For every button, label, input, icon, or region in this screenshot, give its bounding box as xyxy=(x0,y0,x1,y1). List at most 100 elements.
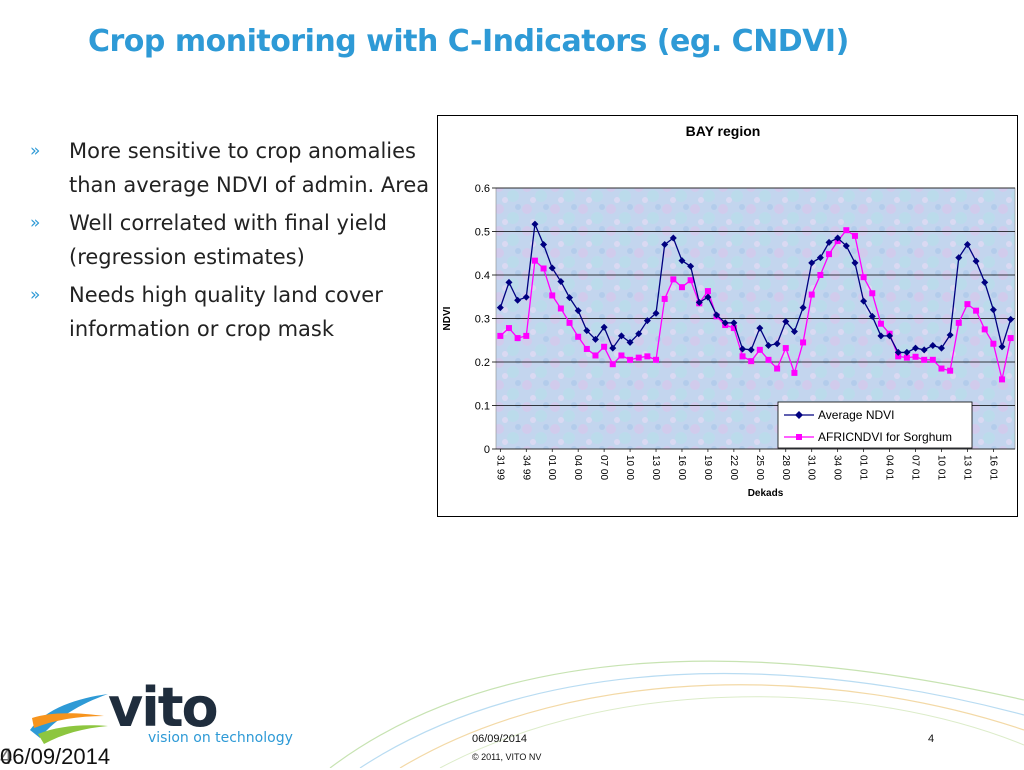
footer-page-ghost: 4 xyxy=(0,744,13,769)
data-point xyxy=(791,369,798,376)
data-point xyxy=(834,234,842,242)
data-point xyxy=(912,344,920,352)
series-africndvi-sorghum xyxy=(497,227,1014,383)
bullet-list: » More sensitive to crop anomalies than … xyxy=(30,134,430,350)
data-point xyxy=(704,288,711,295)
data-point xyxy=(583,327,591,335)
x-tick-label: 28 00 xyxy=(780,455,791,480)
ndvi-line-chart: BAY region 0 0.1 0.2 0.3 0.4 0.5 0.6 31 99 34 9… xyxy=(442,123,1016,499)
data-point xyxy=(591,335,599,343)
data-point xyxy=(843,227,850,234)
data-point xyxy=(531,257,538,264)
data-point xyxy=(972,257,980,265)
data-point xyxy=(800,339,807,346)
data-point xyxy=(730,325,737,332)
series-layer xyxy=(496,220,1015,383)
data-point xyxy=(826,251,833,258)
x-tick-label: 04 00 xyxy=(572,455,583,480)
y-tick-label: 0.1 xyxy=(475,401,490,413)
data-point xyxy=(869,290,876,297)
data-point xyxy=(713,311,721,319)
x-tick-label: 31 99 xyxy=(494,455,505,480)
bullet-item: » Needs high quality land cover informat… xyxy=(30,278,430,346)
data-point xyxy=(808,291,815,298)
data-point xyxy=(566,294,574,302)
x-axis-ticks: 31 99 34 99 01 00 04 00 07 00 10 00 13 00 16 00… xyxy=(494,449,998,480)
data-point xyxy=(817,272,824,278)
bullet-marker: » xyxy=(30,213,41,233)
data-point xyxy=(514,296,522,304)
slide-title: Crop monitoring with C-Indicators (eg. C… xyxy=(88,24,849,59)
chart-title: BAY region xyxy=(686,123,761,139)
x-tick-label: 34 99 xyxy=(520,455,531,480)
data-point xyxy=(998,343,1006,351)
data-point xyxy=(739,353,746,360)
x-tick-label: 07 00 xyxy=(598,455,609,480)
chart-frame: BAY region 0 0.1 0.2 0.3 0.4 0.5 0.6 31 99 34 9… xyxy=(437,115,1018,517)
data-point xyxy=(661,241,669,249)
data-point xyxy=(851,259,859,267)
data-point xyxy=(868,312,876,320)
data-point xyxy=(592,352,599,359)
x-tick-label: 01 01 xyxy=(858,455,869,480)
data-point xyxy=(704,293,712,301)
legend-marker-ndvi xyxy=(795,411,803,419)
data-point xyxy=(747,346,755,354)
data-point xyxy=(947,367,954,374)
data-point xyxy=(877,320,884,327)
data-point xyxy=(756,346,763,353)
data-point xyxy=(782,318,790,326)
data-point xyxy=(929,356,936,363)
data-point xyxy=(626,338,634,346)
data-point xyxy=(609,344,617,352)
data-point xyxy=(643,317,651,325)
x-tick-label: 34 00 xyxy=(832,455,843,480)
x-tick-label: 25 00 xyxy=(754,455,765,480)
bullet-text: Needs high quality land cover informatio… xyxy=(69,283,383,341)
data-point xyxy=(999,376,1006,383)
data-point xyxy=(670,276,677,283)
data-point xyxy=(912,353,919,360)
data-point xyxy=(756,324,764,332)
data-point xyxy=(981,326,988,333)
data-point xyxy=(860,297,868,305)
data-point xyxy=(929,341,937,349)
data-point xyxy=(618,352,625,359)
x-tick-label: 07 01 xyxy=(910,455,921,480)
data-point xyxy=(540,265,547,272)
x-axis-label: Dekads xyxy=(748,488,784,499)
data-point xyxy=(644,353,651,360)
data-point xyxy=(920,346,928,354)
data-point xyxy=(609,361,616,368)
data-point xyxy=(1007,335,1014,342)
data-point xyxy=(860,274,867,281)
data-point xyxy=(842,242,850,250)
data-point xyxy=(851,232,858,239)
data-point xyxy=(635,330,643,338)
data-point xyxy=(739,345,747,353)
y-tick-label: 0.3 xyxy=(475,314,490,326)
data-point xyxy=(678,284,685,291)
data-point xyxy=(721,319,729,327)
data-point xyxy=(877,332,885,340)
data-point xyxy=(687,277,694,284)
data-point xyxy=(790,328,798,336)
data-point xyxy=(514,335,521,342)
x-tick-label: 16 01 xyxy=(987,455,998,480)
bullet-text: More sensitive to crop anomalies than av… xyxy=(69,139,430,197)
footer-date: 06/09/2014 xyxy=(472,733,528,745)
data-point xyxy=(816,254,824,262)
data-point xyxy=(557,305,564,312)
data-point xyxy=(964,301,971,308)
data-point xyxy=(799,304,807,312)
data-point xyxy=(522,293,530,301)
bullet-text: Well correlated with final yield (regres… xyxy=(69,211,387,269)
data-point xyxy=(669,234,677,242)
data-point xyxy=(497,332,504,339)
data-point xyxy=(989,306,997,314)
data-point xyxy=(635,354,642,361)
y-tick-label: 0.4 xyxy=(475,270,490,282)
legend-label-cndvi: AFRICNDVI for Sorghum xyxy=(818,430,952,444)
y-axis-label: NDVI xyxy=(442,306,453,330)
